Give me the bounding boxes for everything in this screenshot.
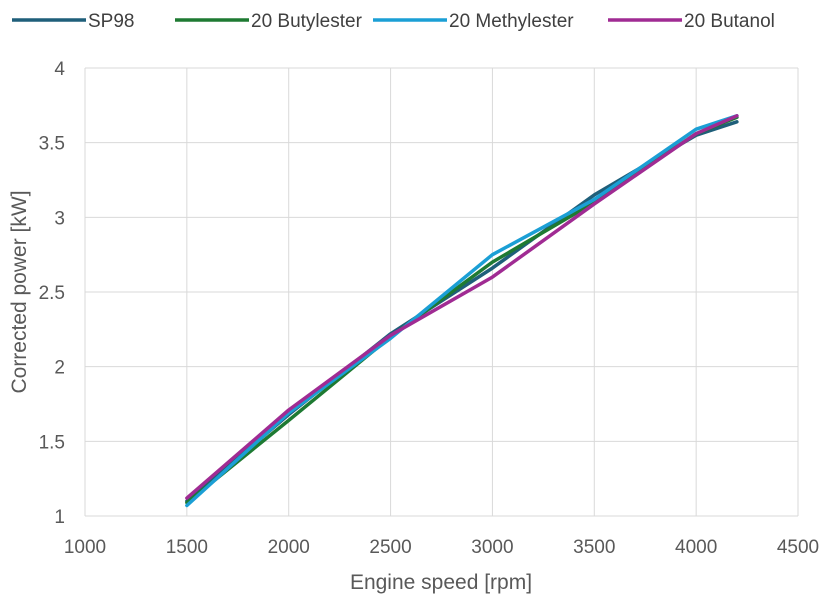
legend-label: SP98 bbox=[88, 11, 134, 32]
x-tick-label: 4500 bbox=[777, 537, 819, 558]
legend-label: 20 Methylester bbox=[449, 11, 574, 32]
legend-label: 20 Butanol bbox=[684, 11, 775, 32]
y-axis-tick-labels: 1 1.5 2 2.5 3 3.5 4 bbox=[39, 59, 66, 528]
y-tick-label: 2 bbox=[54, 358, 65, 379]
x-tick-label: 1500 bbox=[166, 537, 208, 558]
x-tick-label: 2000 bbox=[268, 537, 310, 558]
series-line-20-butylester bbox=[185, 115, 739, 505]
y-tick-label: 4 bbox=[54, 59, 65, 80]
y-tick-label: 1 bbox=[54, 507, 65, 528]
x-tick-label: 2500 bbox=[369, 537, 411, 558]
x-tick-label: 1000 bbox=[64, 537, 106, 558]
x-tick-label: 3000 bbox=[471, 537, 513, 558]
x-tick-label: 4000 bbox=[675, 537, 717, 558]
y-tick-label: 3.5 bbox=[39, 134, 65, 155]
y-axis-title: Corrected power [kW] bbox=[8, 190, 31, 393]
y-tick-label: 3 bbox=[54, 208, 65, 229]
series-line-20-methylester bbox=[185, 114, 739, 508]
grid bbox=[84, 67, 799, 517]
series-line-sp98 bbox=[185, 120, 739, 503]
x-axis-tick-labels: 1000 1500 2000 2500 3000 3500 4000 4500 bbox=[64, 537, 819, 558]
x-axis-title: Engine speed [rpm] bbox=[350, 571, 532, 594]
y-tick-label: 2.5 bbox=[39, 283, 65, 304]
x-tick-label: 3500 bbox=[573, 537, 615, 558]
series-line-20-butanol bbox=[185, 114, 739, 500]
y-tick-label: 1.5 bbox=[39, 432, 65, 453]
legend-label: 20 Butylester bbox=[251, 11, 363, 32]
legend: SP98 20 Butylester 20 Methylester 20 Butano… bbox=[12, 11, 775, 32]
series-lines bbox=[185, 114, 739, 508]
